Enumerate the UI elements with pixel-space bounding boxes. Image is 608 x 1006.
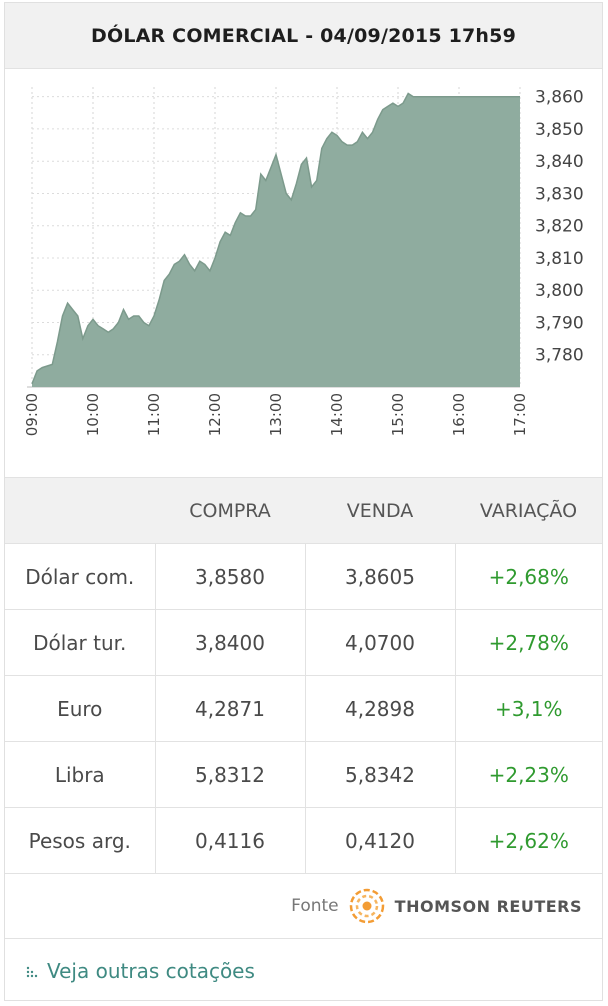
table-row: Dólar tur. 3,8400 4,0700 +2,78% (5, 609, 602, 676)
widget-title: DÓLAR COMERCIAL - 04/09/2015 17h59 (91, 24, 516, 47)
currency-name: Dólar tur. (5, 609, 155, 676)
x-tick-label: 12:00 (206, 393, 224, 436)
y-tick-label: 3,840 (535, 152, 584, 172)
currency-widget: DÓLAR COMERCIAL - 04/09/2015 17h59 3,860… (4, 2, 603, 1001)
source-label: Fonte (291, 896, 339, 916)
venda-value: 5,8342 (304, 741, 455, 808)
area-line (31, 92, 520, 385)
other-quotes-row: Veja outras cotações (5, 939, 602, 1003)
source-provider: THOMSON REUTERS (394, 896, 582, 916)
table-row: Pesos arg. 0,4116 0,4120 +2,62% (5, 807, 602, 874)
header-compra: COMPRA (155, 478, 305, 544)
currency-name: Dólar com. (5, 543, 155, 610)
area-fill (32, 93, 520, 387)
widget-title-bar: DÓLAR COMERCIAL - 04/09/2015 17h59 (5, 3, 602, 69)
chart-svg: 3,860 3,850 3,840 3,830 3,820 3,810 3,800 3,790… (23, 87, 584, 436)
dots-bullet-icon (26, 966, 38, 978)
variacao-value: +2,62% (454, 807, 602, 874)
y-tick-label: 3,810 (535, 249, 584, 269)
compra-value: 5,8312 (154, 741, 305, 808)
currency-name: Euro (5, 675, 155, 742)
y-tick-label: 3,820 (535, 217, 584, 237)
x-axis-ticks: 09:00 10:00 11:00 12:00 13:00 14:00 15:00 16:00… (23, 393, 529, 436)
source-credit: Fonte THOMSON REUTERS (5, 874, 602, 939)
variacao-value: +3,1% (454, 675, 602, 742)
variacao-value: +2,78% (454, 609, 602, 676)
exchange-rate-chart: 3,860 3,850 3,840 3,830 3,820 3,810 3,800 3,790… (5, 69, 602, 478)
x-tick-label: 11:00 (145, 393, 163, 436)
x-tick-label: 10:00 (84, 393, 102, 436)
y-tick-label: 3,860 (535, 88, 584, 108)
y-tick-label: 3,830 (535, 184, 584, 204)
venda-value: 4,0700 (304, 609, 455, 676)
x-tick-label: 17:00 (511, 393, 529, 436)
compra-value: 3,8400 (154, 609, 305, 676)
y-tick-label: 3,790 (535, 313, 584, 333)
variacao-value: +2,68% (454, 543, 602, 610)
variacao-value: +2,23% (454, 741, 602, 808)
y-tick-label: 3,780 (535, 346, 584, 366)
x-tick-label: 14:00 (328, 393, 346, 436)
venda-value: 0,4120 (304, 807, 455, 874)
currency-name: Pesos arg. (5, 807, 155, 874)
y-tick-label: 3,800 (535, 281, 584, 301)
header-currency (5, 478, 155, 544)
table-row: Euro 4,2871 4,2898 +3,1% (5, 675, 602, 742)
header-venda: VENDA (305, 478, 455, 544)
table-row: Dólar com. 3,8580 3,8605 +2,68% (5, 543, 602, 610)
compra-value: 0,4116 (154, 807, 305, 874)
y-tick-label: 3,850 (535, 120, 584, 140)
other-quotes-link[interactable]: Veja outras cotações (47, 959, 255, 983)
compra-value: 4,2871 (154, 675, 305, 742)
venda-value: 4,2898 (304, 675, 455, 742)
header-variacao: VARIAÇÃO (455, 478, 602, 544)
x-tick-label: 16:00 (450, 393, 468, 436)
x-tick-label: 09:00 (23, 393, 41, 436)
quotes-header-row: COMPRA VENDA VARIAÇÃO (5, 478, 602, 544)
venda-value: 3,8605 (304, 543, 455, 610)
x-tick-label: 15:00 (389, 393, 407, 436)
thomson-reuters-logo-icon (349, 888, 384, 924)
chart-area-layer (31, 92, 520, 387)
table-row: Libra 5,8312 5,8342 +2,23% (5, 741, 602, 808)
x-tick-label: 13:00 (267, 393, 285, 436)
y-axis-ticks: 3,860 3,850 3,840 3,830 3,820 3,810 3,800 3,790… (535, 88, 584, 366)
quotes-table: COMPRA VENDA VARIAÇÃO Dólar com. 3,8580 … (5, 478, 602, 874)
compra-value: 3,8580 (154, 543, 305, 610)
currency-name: Libra (5, 741, 155, 808)
